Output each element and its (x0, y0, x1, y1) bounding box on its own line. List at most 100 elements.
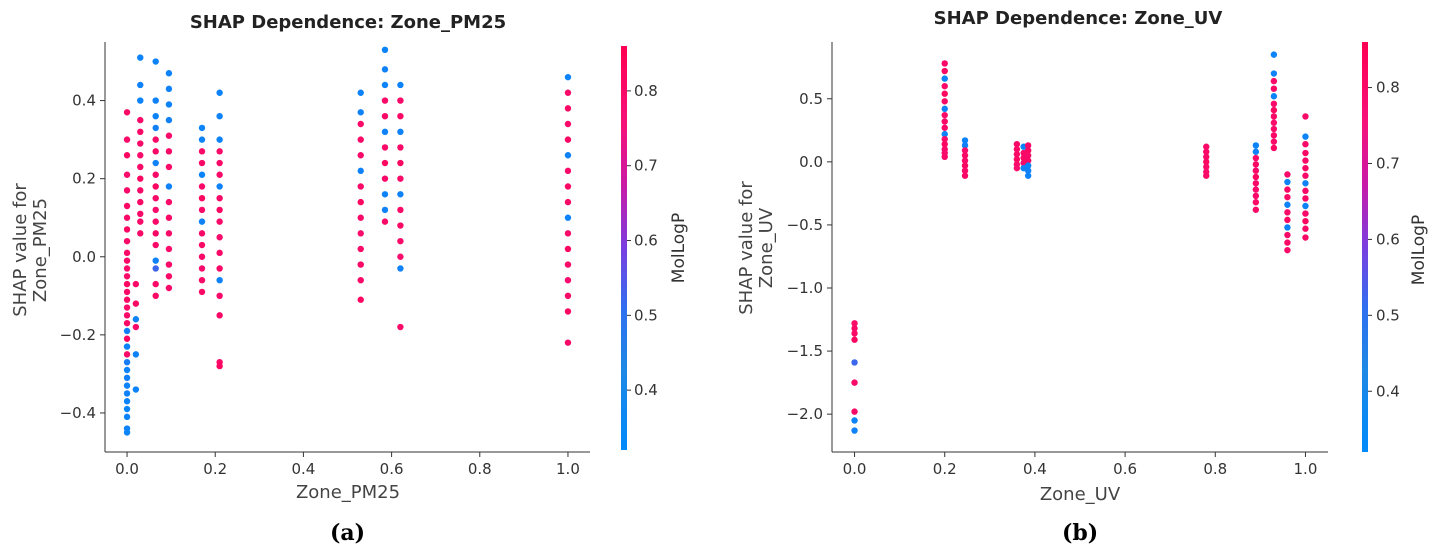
chart-title: SHAP Dependence: Zone_PM25 (190, 12, 506, 33)
scatter-point (123, 374, 131, 382)
x-tick-label: 1.0 (1294, 460, 1318, 478)
scatter-point (152, 230, 159, 237)
scatter-point (123, 214, 131, 221)
scatter-point (1203, 153, 1210, 160)
scatter-point (198, 230, 206, 237)
scatter-point (941, 111, 948, 119)
scatter-point (381, 144, 389, 151)
scatter-point (152, 292, 159, 300)
scatter-point (851, 408, 858, 415)
scatter-point (381, 175, 389, 182)
y-tick-label: −1.5 (787, 342, 823, 360)
scatter-point (123, 265, 131, 272)
scatter-point (152, 194, 159, 202)
y-tick-label: −0.4 (60, 404, 96, 422)
scatter-point (198, 241, 206, 249)
scatter-point (132, 351, 140, 358)
scatter-point (381, 46, 389, 54)
scatter-point (1302, 225, 1309, 232)
x-tick-label: 0.2 (203, 460, 227, 478)
scatter-point (357, 152, 364, 159)
scatter-point (198, 206, 206, 214)
scatter-point (216, 249, 223, 257)
y-tick-label: −0.5 (787, 216, 823, 234)
scatter-point (851, 336, 858, 343)
scatter-point (132, 300, 140, 307)
scatter-point (1013, 146, 1021, 153)
caption-b: (b) (1062, 520, 1098, 546)
scatter-point (1270, 106, 1278, 114)
scatter-point (851, 320, 858, 327)
scatter-point (123, 187, 131, 194)
colorbar-tick-label: 0.7 (634, 157, 658, 175)
scatter-point (941, 90, 948, 97)
scatter-point (1270, 51, 1278, 58)
scatter-point (381, 218, 389, 225)
scatter-point (152, 241, 159, 249)
colorbar-label: MolLogP (669, 213, 689, 283)
scatter-point (198, 276, 206, 284)
x-axis-label: Zone_PM25 (296, 482, 400, 503)
y-tick-label: 0.0 (799, 153, 823, 171)
scatter-point (1252, 199, 1260, 206)
plot-area: 0.0 0.2 0.4 0.6 0.8 1.0 −2.0 −1.5 −1.0 −0.5 0.0 0.5 (787, 42, 1328, 478)
scatter-point (961, 167, 969, 174)
x-tick-label: 0.4 (1023, 460, 1047, 478)
caption-b-text: (b) (1062, 520, 1099, 546)
scatter-point (357, 167, 364, 175)
scatter-point (1270, 100, 1278, 108)
scatter-point (1284, 193, 1291, 201)
scatter-point (123, 152, 131, 159)
scatter-point (357, 214, 364, 221)
y-tick-label: −0.2 (60, 326, 96, 344)
scatter-point (132, 323, 140, 331)
scatter-point (1270, 119, 1278, 126)
scatter-point (851, 330, 858, 337)
scatter-point (216, 312, 223, 319)
panel-b: SHAP Dependence: Zone_UV 0.0 0.2 0.4 0.6 0.8… (736, 8, 1429, 505)
scatter-point (851, 325, 858, 332)
scatter-point (123, 358, 131, 366)
scatter-point (216, 183, 223, 190)
scatter-point (123, 109, 131, 116)
scatter-point (1302, 180, 1309, 187)
scatter-point (1302, 202, 1309, 210)
scatter-point (216, 112, 223, 120)
scatter-point (152, 124, 159, 132)
scatter-point (123, 382, 131, 389)
colorbar-tick-label: 0.6 (634, 232, 658, 250)
scatter-point (198, 253, 206, 260)
scatter-point (851, 379, 858, 386)
y-axis-label-line2: Zone_PM25 (30, 198, 51, 302)
scatter-point (137, 230, 144, 237)
scatter-point (165, 214, 173, 221)
chart-title: SHAP Dependence: Zone_UV (934, 8, 1223, 29)
scatter-point (216, 265, 223, 272)
scatter-point (123, 405, 131, 413)
scatter-point (152, 148, 159, 155)
x-tick-label: 0.0 (115, 460, 139, 478)
scatter-point (397, 222, 404, 229)
scatter-point (357, 230, 364, 237)
scatter-point (381, 191, 389, 198)
scatter-point (564, 245, 572, 253)
scatter-point (1302, 157, 1309, 164)
scatter-point (1252, 192, 1260, 200)
colorbar: 0.4 0.5 0.6 0.7 0.8 (1362, 42, 1400, 452)
scatter-point (165, 245, 173, 253)
scatter-point (1284, 186, 1291, 193)
scatter-point (137, 128, 144, 136)
y-tick-label: 0.0 (72, 248, 96, 266)
scatter-point (564, 261, 572, 268)
scatter-point (1203, 158, 1210, 166)
scatter-point (564, 308, 572, 315)
scatter-point (1203, 163, 1210, 171)
scatter-point (152, 171, 159, 178)
scatter-point (123, 343, 131, 350)
scatter-point (941, 82, 948, 90)
scatter-point (137, 198, 144, 206)
scatter-point (397, 159, 404, 167)
scatter-point (1284, 224, 1291, 231)
scatter-point (357, 261, 364, 268)
